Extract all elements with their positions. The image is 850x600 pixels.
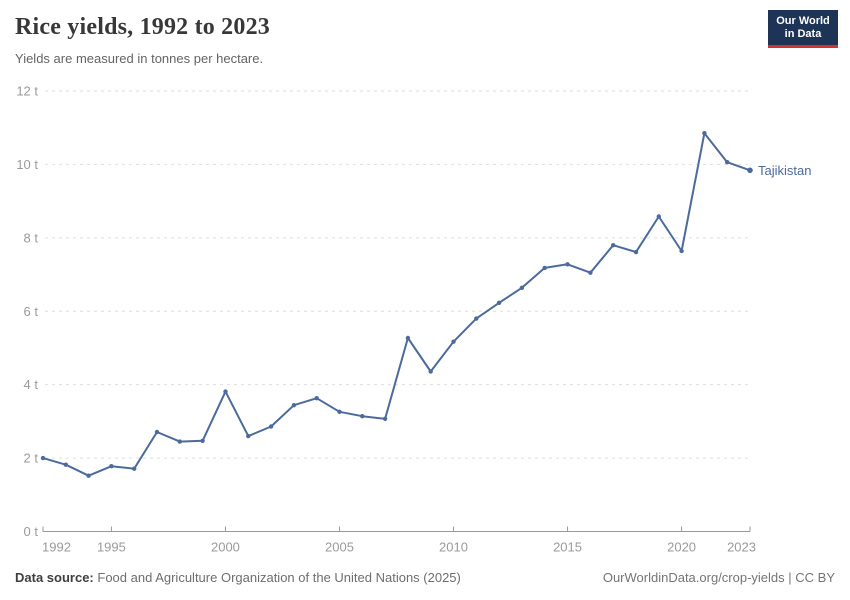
data-point[interactable] (496, 300, 502, 305)
owid-logo-line1: Our World (776, 14, 830, 27)
x-tick-label: 2020 (667, 540, 696, 555)
data-point[interactable] (291, 403, 297, 408)
data-point[interactable] (86, 473, 91, 478)
data-point[interactable] (702, 131, 707, 136)
x-tick-label: 2000 (211, 540, 240, 555)
data-point[interactable] (360, 414, 365, 419)
data-source-label: Data source: (15, 569, 94, 585)
x-tick-label: 2023 (727, 540, 756, 555)
x-tick-label: 2015 (553, 540, 582, 555)
y-tick-label: 10 t (16, 157, 38, 172)
data-point[interactable] (132, 466, 137, 471)
owid-logo-line2: in Data (784, 27, 822, 40)
data-point[interactable] (428, 369, 433, 374)
data-point[interactable] (268, 424, 274, 429)
series-label: Tajikistan (758, 163, 811, 178)
y-tick-label: 2 t (24, 451, 39, 466)
data-point[interactable] (611, 243, 616, 248)
data-point[interactable] (747, 167, 753, 174)
data-point[interactable] (246, 433, 251, 439)
data-point[interactable] (633, 249, 639, 255)
page-title: Rice yields, 1992 to 2023 (15, 14, 270, 40)
data-point[interactable] (40, 455, 46, 461)
data-point[interactable] (588, 270, 593, 275)
data-point[interactable] (314, 396, 319, 401)
x-tick-label: 1995 (97, 540, 126, 555)
data-point[interactable] (565, 262, 570, 267)
x-tick-label: 1992 (42, 540, 71, 555)
y-tick-label: 0 t (24, 524, 39, 539)
chart-footer: Data source: Food and Agriculture Organi… (15, 566, 835, 588)
series-line[interactable] (42, 132, 751, 477)
data-point[interactable] (337, 409, 342, 414)
data-point[interactable] (451, 339, 456, 344)
data-point[interactable] (63, 462, 68, 467)
y-tick-label: 12 t (16, 84, 38, 99)
data-point[interactable] (200, 438, 205, 443)
data-point[interactable] (656, 214, 661, 219)
data-point[interactable] (405, 335, 411, 341)
data-point[interactable] (177, 439, 182, 444)
x-tick-label: 2010 (439, 540, 468, 555)
y-tick-label: 4 t (24, 377, 39, 392)
data-source: Data source: Food and Agriculture Organi… (15, 570, 461, 585)
y-tick-label: 8 t (24, 230, 39, 245)
data-point[interactable] (154, 429, 160, 435)
x-tick-label: 2005 (325, 540, 354, 555)
license-credit: OurWorldinData.org/crop-yields | CC BY (602, 569, 835, 585)
page-subtitle: Yields are measured in tonnes per hectar… (15, 51, 264, 66)
data-point[interactable] (109, 464, 114, 469)
data-point[interactable] (725, 160, 730, 165)
data-point[interactable] (519, 285, 525, 290)
data-point[interactable] (382, 416, 388, 421)
y-tick-label: 6 t (24, 304, 39, 319)
data-point[interactable] (223, 389, 228, 394)
data-source-text: Food and Agriculture Organization of the… (97, 569, 461, 585)
owid-logo[interactable]: Our World in Data (768, 10, 838, 48)
data-point[interactable] (679, 248, 684, 254)
data-point[interactable] (542, 265, 547, 271)
data-point[interactable] (474, 316, 479, 321)
